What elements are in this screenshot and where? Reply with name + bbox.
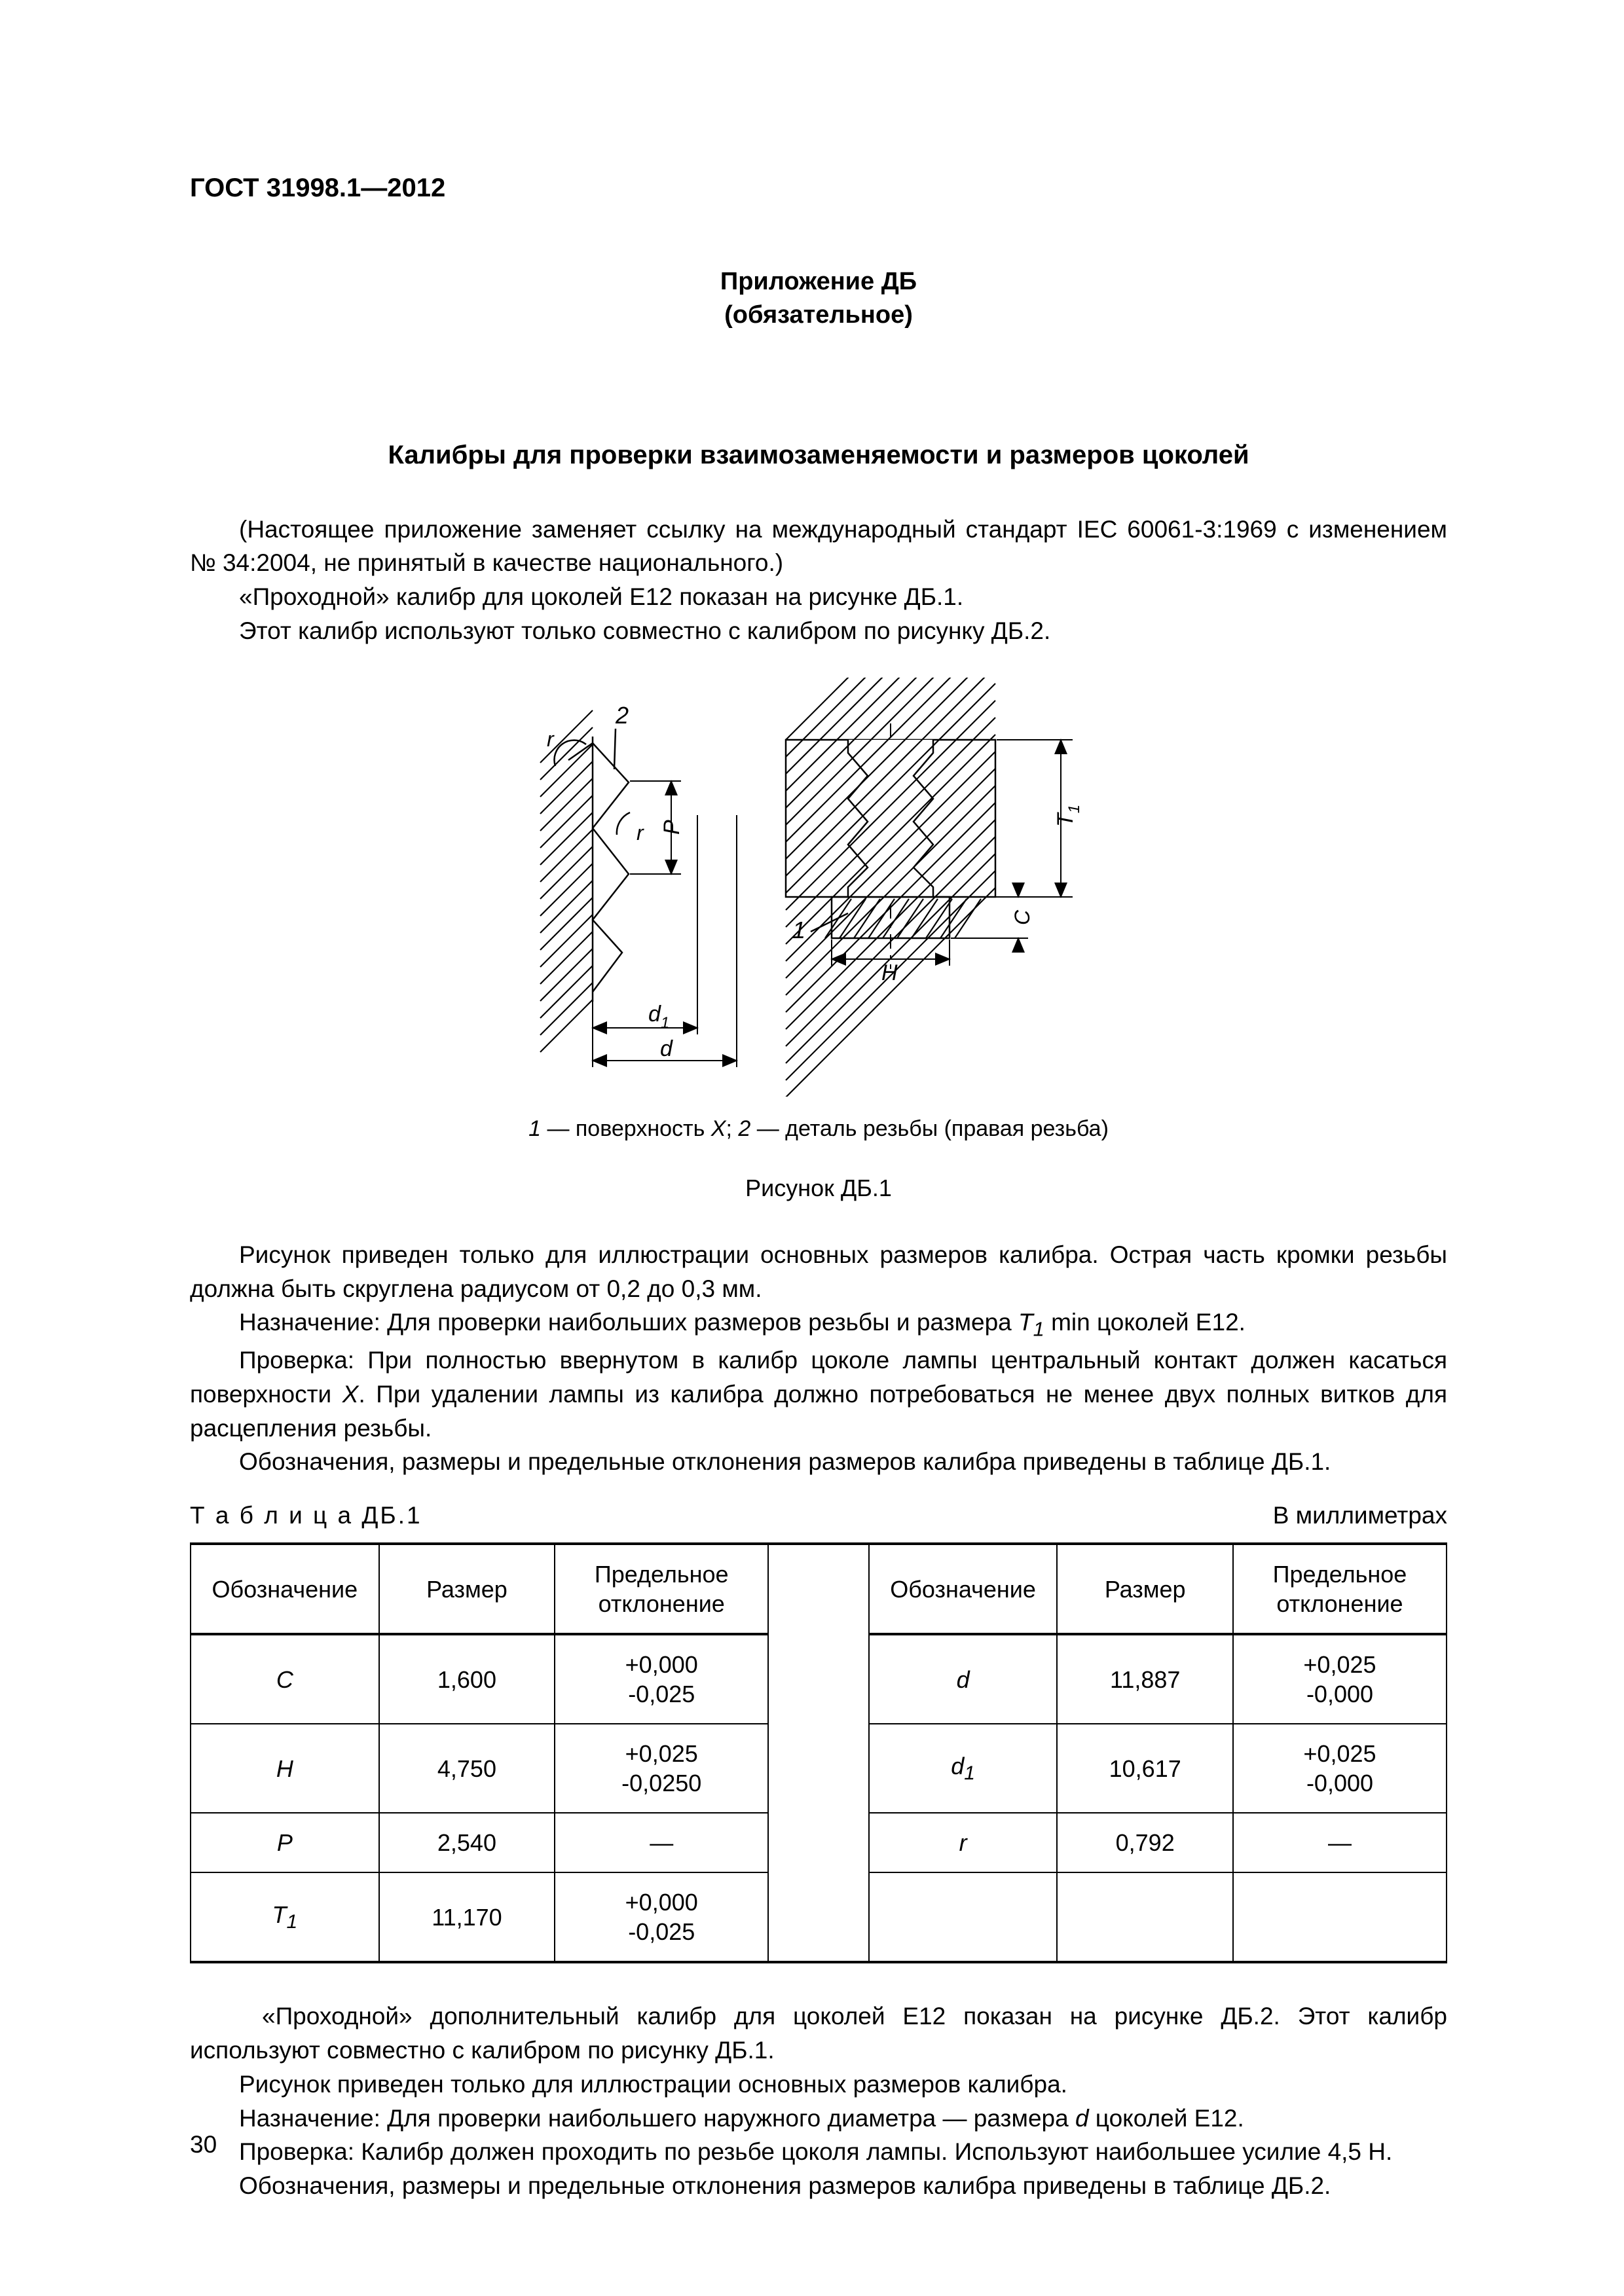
figure-db1: r r 2 P d1 d [190, 678, 1447, 1097]
table-cell: +0,025-0,000 [1233, 1634, 1447, 1724]
table-cell: — [555, 1813, 768, 1872]
gauge-section: 1 H C T1 [786, 678, 1083, 1097]
table-units: В миллиметрах [1273, 1502, 1447, 1529]
table-cell [768, 1872, 869, 1962]
document-id: ГОСТ 31998.1—2012 [190, 173, 1447, 203]
callout-2: 2 [615, 702, 629, 729]
table-cell: +0,000-0,025 [555, 1634, 768, 1724]
table-label: Т а б л и ц а ДБ.1 [190, 1502, 422, 1529]
table-row: T111,170+0,000-0,025 [191, 1872, 1447, 1962]
dim-c: C [1010, 909, 1034, 925]
mid-p3: Проверка: При полностью ввернутом в кали… [190, 1343, 1447, 1445]
table-row: P2,540—r0,792— [191, 1813, 1447, 1872]
fc-1: — поверхность [541, 1116, 711, 1141]
table-cell [1233, 1872, 1447, 1962]
intro-p2: «Проходной» калибр для цоколей Е12 показ… [190, 580, 1447, 614]
callout-1: 1 [792, 917, 805, 943]
table-cell: 11,170 [379, 1872, 555, 1962]
mid-p2b: min цоколей Е12. [1044, 1309, 1246, 1336]
dim-h: H [881, 960, 898, 985]
table-cell [768, 1813, 869, 1872]
mid-p4: Обозначения, размеры и предельные отклон… [190, 1445, 1447, 1479]
figure-label: Рисунок ДБ.1 [190, 1175, 1447, 1202]
table-row: C1,600+0,000-0,025 d11,887+0,025-0,000 [191, 1634, 1447, 1724]
after-p2: Рисунок приведен только для иллюстрации … [190, 2068, 1447, 2102]
table-cell [869, 1872, 1058, 1962]
table-cell: P [191, 1813, 379, 1872]
th-des-l: Обозначение [191, 1544, 379, 1634]
label-r2: r [637, 821, 644, 845]
mid-p2: Назначение: Для проверки наибольших разм… [190, 1305, 1447, 1343]
mid-p3b: . При удалении лампы из калибра должно п… [190, 1381, 1447, 1442]
annex-heading: Приложение ДБ (обязательное) [190, 265, 1447, 333]
table-cell [768, 1724, 869, 1813]
after-d: d [1075, 2105, 1089, 2132]
table-cell: +0,025-0,0250 [555, 1724, 768, 1813]
after-p3a: Назначение: Для проверки наибольшего нар… [239, 2105, 1075, 2132]
thread-detail: r r 2 P d1 d [540, 702, 737, 1067]
table-cell: 2,540 [379, 1813, 555, 1872]
figure-caption: 1 — поверхность X; 2 — деталь резьбы (пр… [190, 1116, 1447, 1142]
table-cell: 11,887 [1057, 1634, 1233, 1724]
fc-1n: 1 [528, 1116, 541, 1141]
fc-x: X [711, 1116, 726, 1141]
table-head-row: Обозначение Размер Предельное отклонение… [191, 1544, 1447, 1634]
table-cell: 1,600 [379, 1634, 555, 1724]
table-cell: T1 [191, 1872, 379, 1962]
mid-p1: Рисунок приведен только для иллюстрации … [190, 1238, 1447, 1306]
mid-p2a: Назначение: Для проверки наибольших разм… [239, 1309, 1018, 1336]
intro-p1: (Настоящее приложение заменяет ссылку на… [190, 513, 1447, 581]
th-size-r: Размер [1057, 1544, 1233, 1634]
table-cell: C [191, 1634, 379, 1724]
th-dev-l: Предельное отклонение [555, 1544, 768, 1634]
table-cell: +0,025-0,000 [1233, 1724, 1447, 1813]
dim-t1: T1 [1053, 805, 1083, 827]
intro-block: (Настоящее приложение заменяет ссылку на… [190, 513, 1447, 648]
main-title: Калибры для проверки взаимозаменяемости … [190, 441, 1447, 470]
after-p5: Обозначения, размеры и предельные отклон… [190, 2169, 1447, 2203]
th-size-l: Размер [379, 1544, 555, 1634]
table-header-row: Т а б л и ц а ДБ.1 В миллиметрах [190, 1502, 1447, 1529]
mid-t1: T1 [1018, 1309, 1044, 1336]
after-table-block: «Проходной» дополнительный калибр для цо… [190, 1999, 1447, 2203]
table-cell: r [869, 1813, 1058, 1872]
intro-p3: Этот калибр используют только совместно … [190, 614, 1447, 648]
fc-2: — деталь резьбы (правая резьба) [750, 1116, 1109, 1141]
label-r1: r [547, 727, 555, 751]
dim-d: d [660, 1036, 673, 1061]
table-cell: d1 [869, 1724, 1058, 1813]
after-p1: «Проходной» дополнительный калибр для цо… [190, 1999, 1447, 2068]
after-p3b: цоколей Е12. [1089, 2105, 1244, 2132]
table-cell: d [869, 1634, 1058, 1724]
table-cell: H [191, 1724, 379, 1813]
table-cell: 4,750 [379, 1724, 555, 1813]
table-cell [768, 1634, 869, 1724]
table-cell: — [1233, 1813, 1447, 1872]
fc-sep: ; [726, 1116, 738, 1141]
th-dev-r: Предельное отклонение [1233, 1544, 1447, 1634]
table-cell: +0,000-0,025 [555, 1872, 768, 1962]
annex-label: Приложение ДБ [720, 268, 917, 295]
page-number: 30 [190, 2131, 217, 2159]
hatch-left [540, 710, 593, 1052]
table-cell [1057, 1872, 1233, 1962]
annex-note: (обязательное) [724, 301, 913, 329]
table-cell: 10,617 [1057, 1724, 1233, 1813]
table-db1: Обозначение Размер Предельное отклонение… [190, 1542, 1447, 1963]
after-p4: Проверка: Калибр должен проходить по рез… [190, 2135, 1447, 2169]
th-gap [768, 1544, 869, 1634]
th-des-r: Обозначение [869, 1544, 1058, 1634]
table-row: H4,750+0,025-0,0250 d110,617+0,025-0,000 [191, 1724, 1447, 1813]
fc-2n: 2 [738, 1116, 750, 1141]
table-cell: 0,792 [1057, 1813, 1233, 1872]
dim-p: P [659, 820, 684, 835]
after-p3: Назначение: Для проверки наибольшего нар… [190, 2102, 1447, 2136]
gauge-drawing: r r 2 P d1 d [485, 678, 1153, 1097]
mid-x: X [342, 1381, 359, 1408]
